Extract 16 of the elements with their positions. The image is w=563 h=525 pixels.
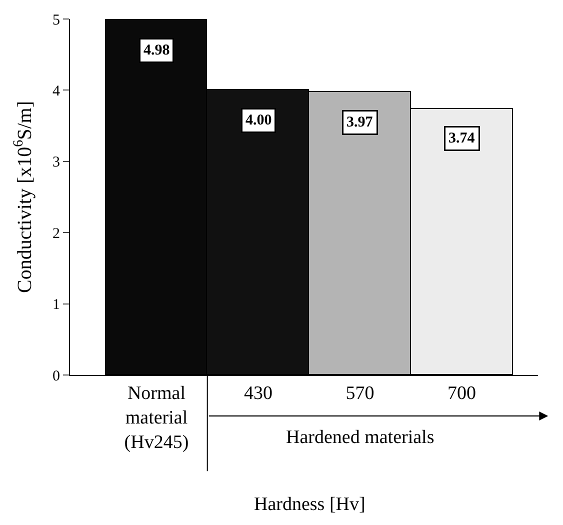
- data-label: 3.74: [448, 130, 476, 146]
- y-tick-label: 1: [52, 297, 60, 314]
- x-tick-label: 570: [346, 382, 374, 404]
- y-tick-label: 5: [52, 12, 60, 28]
- data-label: 4.98: [144, 42, 170, 58]
- x-tick-label: 700: [447, 382, 476, 404]
- x-axis-title: Hardness [Hv]: [254, 494, 366, 515]
- data-label: 4.00: [246, 112, 272, 128]
- data-label: 3.97: [346, 114, 374, 130]
- y-tick-label: 2: [52, 226, 60, 242]
- text: Hardened materials: [286, 427, 434, 448]
- y-tick-label: 0: [52, 368, 60, 384]
- y-tick-label: 3: [52, 154, 60, 171]
- y-tick-label: 4: [52, 83, 60, 100]
- x-tick-label: Normal material (Hv245): [124, 382, 189, 454]
- x-tick-label: 430: [244, 382, 272, 404]
